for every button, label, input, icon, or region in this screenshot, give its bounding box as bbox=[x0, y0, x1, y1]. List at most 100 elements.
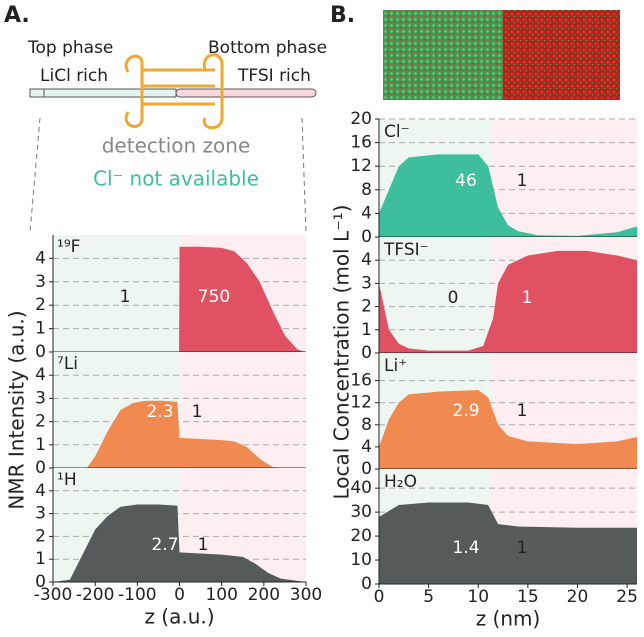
x-tick-label: 100 bbox=[205, 585, 237, 605]
annotation: 750 bbox=[198, 287, 230, 307]
area bbox=[53, 400, 306, 468]
y-tick-label: 12 bbox=[350, 156, 372, 176]
phase-bg bbox=[379, 237, 492, 353]
y-tick-label: 16 bbox=[350, 133, 372, 153]
x-tick-label: -200 bbox=[76, 585, 115, 605]
tube-bottom bbox=[175, 88, 317, 98]
y-tick-label: 30 bbox=[350, 502, 372, 522]
y-tick-label: 4 bbox=[35, 248, 46, 268]
snapshot bbox=[383, 10, 620, 100]
y-tick-label: 4 bbox=[361, 437, 372, 457]
y-tick-label: 0 bbox=[361, 227, 372, 247]
phase-bg bbox=[53, 235, 180, 352]
series-label: TFSI⁻ bbox=[383, 240, 429, 260]
annotation: 1 bbox=[198, 535, 209, 555]
x-tick-label: 20 bbox=[567, 587, 589, 607]
zone-label: detection zone bbox=[102, 134, 251, 158]
snapshot-red bbox=[503, 10, 620, 100]
y-tick-label: 1 bbox=[361, 320, 372, 340]
area bbox=[379, 154, 637, 237]
y-tick-label: 1 bbox=[35, 549, 46, 569]
y-tick-label: 2 bbox=[35, 412, 46, 432]
panel-label: A. bbox=[4, 3, 30, 28]
annotation: 1 bbox=[517, 538, 528, 558]
panel-label: B. bbox=[330, 3, 355, 28]
series-label: Li⁺ bbox=[384, 356, 407, 376]
y-tick-label: 4 bbox=[35, 481, 46, 501]
y-tick-label: 2 bbox=[361, 297, 372, 317]
phase-bg bbox=[492, 119, 637, 237]
y-tick-label: 0 bbox=[35, 572, 46, 592]
x-tick-label: 25 bbox=[616, 587, 638, 607]
x-tick-label: 0 bbox=[174, 585, 185, 605]
x-tick-label: 15 bbox=[517, 587, 539, 607]
annotation: 1 bbox=[120, 287, 131, 307]
annotation: 1 bbox=[192, 402, 203, 422]
coil bbox=[124, 53, 224, 130]
area bbox=[53, 504, 306, 582]
y-tick-label: 20 bbox=[350, 526, 372, 546]
label: Top phase bbox=[27, 38, 113, 58]
series-label: ⁷Li bbox=[57, 354, 78, 374]
x-tick-label: -100 bbox=[118, 585, 157, 605]
label: Bottom phase bbox=[208, 38, 327, 58]
series-label: ¹H bbox=[57, 470, 77, 490]
y-tick-label: 1 bbox=[35, 319, 46, 339]
y-tick-label: 3 bbox=[361, 273, 372, 293]
x-axis-label: z (a.u.) bbox=[144, 605, 214, 629]
y-axis-label: NMR Intensity (a.u.) bbox=[5, 310, 29, 509]
x-tick-label: 300 bbox=[290, 585, 322, 605]
annotation: 1 bbox=[517, 171, 528, 191]
area bbox=[379, 250, 637, 353]
y-tick-label: 16 bbox=[350, 371, 372, 391]
zone-line bbox=[301, 117, 307, 233]
annotation: 46 bbox=[455, 171, 477, 191]
tube-top bbox=[29, 88, 177, 98]
y-tick-label: 4 bbox=[35, 365, 46, 385]
x-axis-label: z (nm) bbox=[476, 607, 541, 631]
y-tick-label: 4 bbox=[361, 250, 372, 270]
y-tick-label: 0 bbox=[361, 343, 372, 363]
y-tick-label: 2 bbox=[35, 295, 46, 315]
annotation: 0 bbox=[448, 288, 459, 308]
y-axis-label: Local Concentration (mol L⁻¹) bbox=[330, 205, 354, 500]
y-tick-label: 8 bbox=[361, 415, 372, 435]
y-tick-label: 12 bbox=[350, 393, 372, 413]
area bbox=[379, 502, 637, 584]
x-tick-label: 200 bbox=[248, 585, 280, 605]
y-tick-label: 0 bbox=[35, 458, 46, 478]
annotation: 1 bbox=[517, 401, 528, 421]
y-tick-label: 3 bbox=[35, 388, 46, 408]
x-tick-label: 10 bbox=[467, 587, 489, 607]
y-tick-label: 0 bbox=[361, 459, 372, 479]
x-tick-label: 0 bbox=[374, 587, 385, 607]
snapshot-green bbox=[383, 10, 503, 100]
annotation: 2.9 bbox=[452, 401, 479, 421]
y-tick-label: 0 bbox=[361, 574, 372, 594]
schematic: Top phase Bottom phase LiCl rich TFSI ri… bbox=[27, 38, 327, 233]
zone-line bbox=[29, 117, 41, 233]
y-tick-label: 40 bbox=[350, 478, 372, 498]
annotation: 2.7 bbox=[151, 535, 178, 555]
y-tick-label: 8 bbox=[361, 180, 372, 200]
y-tick-label: 0 bbox=[35, 342, 46, 362]
y-tick-label: 10 bbox=[350, 550, 372, 570]
y-tick-label: 20 bbox=[350, 109, 372, 129]
y-tick-label: 1 bbox=[35, 435, 46, 455]
label: TFSI rich bbox=[237, 66, 311, 86]
annotation: 2.3 bbox=[146, 402, 173, 422]
area bbox=[379, 390, 637, 469]
y-tick-label: 4 bbox=[361, 203, 372, 223]
y-tick-label: 3 bbox=[35, 272, 46, 292]
series-label: H₂O bbox=[384, 472, 417, 492]
note: Cl⁻ not available bbox=[93, 167, 259, 191]
label: LiCl rich bbox=[40, 66, 108, 86]
y-tick-label: 2 bbox=[35, 526, 46, 546]
y-tick-label: 3 bbox=[35, 504, 46, 524]
x-tick-label: 5 bbox=[423, 587, 434, 607]
annotation: 1.4 bbox=[452, 538, 479, 558]
series-label: ¹⁹F bbox=[57, 237, 80, 257]
x-tick-label: -300 bbox=[34, 585, 73, 605]
area bbox=[53, 246, 306, 352]
